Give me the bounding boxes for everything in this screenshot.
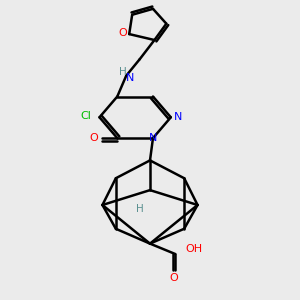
Text: OH: OH bbox=[185, 244, 202, 254]
Text: N: N bbox=[126, 73, 134, 83]
Text: Cl: Cl bbox=[81, 111, 92, 121]
Text: O: O bbox=[169, 273, 178, 283]
Text: H: H bbox=[136, 204, 143, 214]
Text: H: H bbox=[119, 67, 127, 77]
Text: N: N bbox=[174, 112, 182, 122]
Text: O: O bbox=[118, 28, 127, 38]
Text: N: N bbox=[149, 133, 157, 143]
Text: O: O bbox=[89, 133, 98, 143]
